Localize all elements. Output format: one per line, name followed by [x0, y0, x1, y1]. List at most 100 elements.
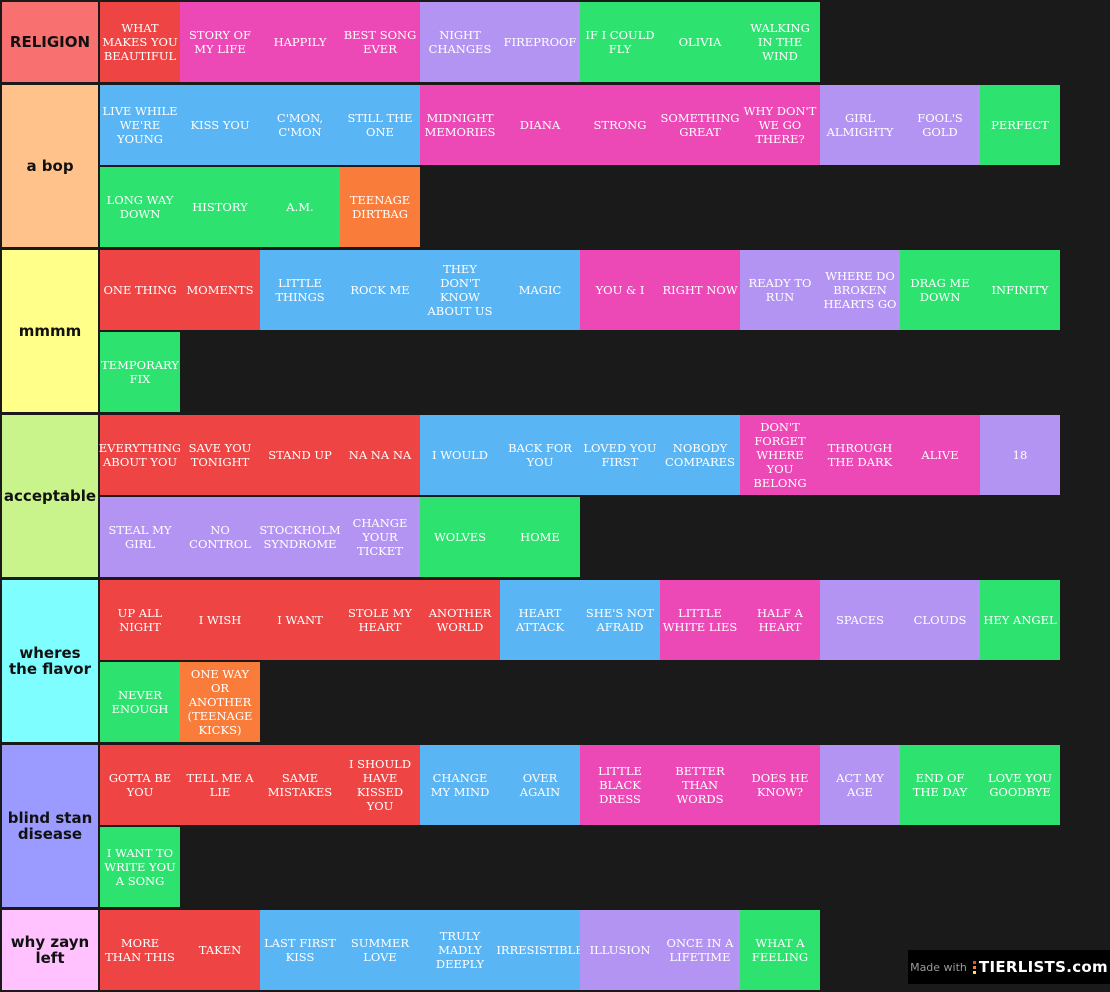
song-tile[interactable]: IRRESISTIBLE — [500, 910, 580, 990]
song-tile[interactable]: ONCE IN A LIFETIME — [660, 910, 740, 990]
song-tile[interactable]: HISTORY — [180, 167, 260, 247]
song-tile[interactable]: A.M. — [260, 167, 340, 247]
song-tile[interactable]: WHERE DO BROKEN HEARTS GO — [820, 250, 900, 330]
song-tile[interactable]: 18 — [980, 415, 1060, 495]
song-tile[interactable]: FIREPROOF — [500, 2, 580, 82]
song-tile[interactable]: NA NA NA — [340, 415, 420, 495]
song-tile[interactable]: I WISH — [180, 580, 260, 660]
song-tile[interactable]: CLOUDS — [900, 580, 980, 660]
tier-label[interactable]: RELIGION — [2, 2, 98, 82]
song-tile[interactable]: MOMENTS — [180, 250, 260, 330]
song-tile[interactable]: WHAT MAKES YOU BEAUTIFUL — [100, 2, 180, 82]
song-tile[interactable]: LITTLE BLACK DRESS — [580, 745, 660, 825]
song-tile[interactable]: I SHOULD HAVE KISSED YOU — [340, 745, 420, 825]
song-tile[interactable]: WALKING IN THE WIND — [740, 2, 820, 82]
song-tile[interactable]: BEST SONG EVER — [340, 2, 420, 82]
song-tile[interactable]: HEART ATTACK — [500, 580, 580, 660]
song-tile[interactable]: SAME MISTAKES — [260, 745, 340, 825]
song-tile[interactable]: CHANGE MY MIND — [420, 745, 500, 825]
song-tile[interactable]: ACT MY AGE — [820, 745, 900, 825]
song-tile[interactable]: NOBODY COMPARES — [660, 415, 740, 495]
song-tile[interactable]: TAKEN — [180, 910, 260, 990]
tier-label[interactable]: wheres the flavor — [2, 580, 98, 742]
song-tile[interactable]: LITTLE WHITE LIES — [660, 580, 740, 660]
song-tile[interactable]: CHANGE YOUR TICKET — [340, 497, 420, 577]
song-tile[interactable]: GOTTA BE YOU — [100, 745, 180, 825]
song-tile[interactable]: EVERYTHING ABOUT YOU — [100, 415, 180, 495]
song-tile[interactable]: SUMMER LOVE — [340, 910, 420, 990]
song-tile[interactable]: UP ALL NIGHT — [100, 580, 180, 660]
song-tile[interactable]: READY TO RUN — [740, 250, 820, 330]
song-tile[interactable]: TEMPORARY FIX — [100, 332, 180, 412]
song-tile[interactable]: KISS YOU — [180, 85, 260, 165]
song-tile[interactable]: OLIVIA — [660, 2, 740, 82]
song-tile[interactable]: GIRL ALMIGHTY — [820, 85, 900, 165]
song-tile[interactable]: DOES HE KNOW? — [740, 745, 820, 825]
tier-label[interactable]: why zayn left — [2, 910, 98, 990]
song-tile[interactable]: LONG WAY DOWN — [100, 167, 180, 247]
tier-label[interactable]: a bop — [2, 85, 98, 247]
song-tile[interactable]: TELL ME A LIE — [180, 745, 260, 825]
song-tile[interactable]: HEY ANGEL — [980, 580, 1060, 660]
song-tile[interactable]: END OF THE DAY — [900, 745, 980, 825]
song-tile[interactable]: SHE'S NOT AFRAID — [580, 580, 660, 660]
song-tile[interactable]: ALIVE — [900, 415, 980, 495]
song-tile[interactable]: ONE WAY OR ANOTHER (TEENAGE KICKS) — [180, 662, 260, 742]
song-tile[interactable]: MORE THAN THIS — [100, 910, 180, 990]
song-tile[interactable]: BETTER THAN WORDS — [660, 745, 740, 825]
song-tile[interactable]: TRULY MADLY DEEPLY — [420, 910, 500, 990]
song-tile[interactable]: BACK FOR YOU — [500, 415, 580, 495]
song-tile[interactable]: NO CONTROL — [180, 497, 260, 577]
song-tile[interactable]: NIGHT CHANGES — [420, 2, 500, 82]
song-tile[interactable]: STRONG — [580, 85, 660, 165]
song-tile[interactable]: STOCKHOLM SYNDROME — [260, 497, 340, 577]
tier-label[interactable]: mmmm — [2, 250, 98, 412]
song-tile[interactable]: STEAL MY GIRL — [100, 497, 180, 577]
song-tile[interactable]: OVER AGAIN — [500, 745, 580, 825]
song-tile[interactable]: FOOL'S GOLD — [900, 85, 980, 165]
song-tile[interactable]: STILL THE ONE — [340, 85, 420, 165]
song-tile[interactable]: SOMETHING GREAT — [660, 85, 740, 165]
song-tile[interactable]: INFINITY — [980, 250, 1060, 330]
song-tile[interactable]: I WANT TO WRITE YOU A SONG — [100, 827, 180, 907]
song-tile[interactable]: ILLUSION — [580, 910, 660, 990]
song-tile[interactable]: C'MON, C'MON — [260, 85, 340, 165]
song-tile[interactable]: LOVE YOU GOODBYE — [980, 745, 1060, 825]
song-tile[interactable]: ONE THING — [100, 250, 180, 330]
song-tile[interactable]: MAGIC — [500, 250, 580, 330]
song-tile[interactable]: NEVER ENOUGH — [100, 662, 180, 742]
song-tile[interactable]: LITTLE THINGS — [260, 250, 340, 330]
song-tile[interactable]: PERFECT — [980, 85, 1060, 165]
song-tile[interactable]: DRAG ME DOWN — [900, 250, 980, 330]
song-tile[interactable]: I WANT — [260, 580, 340, 660]
song-tile[interactable]: DIANA — [500, 85, 580, 165]
song-tile[interactable]: STORY OF MY LIFE — [180, 2, 260, 82]
song-tile[interactable]: RIGHT NOW — [660, 250, 740, 330]
song-tile[interactable]: I WOULD — [420, 415, 500, 495]
song-tile[interactable]: SPACES — [820, 580, 900, 660]
song-tile[interactable]: WOLVES — [420, 497, 500, 577]
song-tile[interactable]: STOLE MY HEART — [340, 580, 420, 660]
song-tile[interactable]: LOVED YOU FIRST — [580, 415, 660, 495]
song-tile[interactable]: ROCK ME — [340, 250, 420, 330]
tier-label[interactable]: acceptable — [2, 415, 98, 577]
song-tile[interactable]: TEENAGE DIRTBAG — [340, 167, 420, 247]
song-tile[interactable]: SAVE YOU TONIGHT — [180, 415, 260, 495]
song-tile[interactable]: HALF A HEART — [740, 580, 820, 660]
song-tile[interactable]: MIDNIGHT MEMORIES — [420, 85, 500, 165]
song-tile[interactable]: LAST FIRST KISS — [260, 910, 340, 990]
song-tile[interactable]: WHAT A FEELING — [740, 910, 820, 990]
tier-label[interactable]: blind stan disease — [2, 745, 98, 907]
song-tile[interactable]: ANOTHER WORLD — [420, 580, 500, 660]
song-tile[interactable]: YOU & I — [580, 250, 660, 330]
song-tile[interactable]: WHY DON'T WE GO THERE? — [740, 85, 820, 165]
song-tile[interactable]: LIVE WHILE WE'RE YOUNG — [100, 85, 180, 165]
song-tile[interactable]: HOME — [500, 497, 580, 577]
song-tile[interactable]: DON'T FORGET WHERE YOU BELONG — [740, 415, 820, 495]
song-tile[interactable]: HAPPILY — [260, 2, 340, 82]
song-tile[interactable]: THROUGH THE DARK — [820, 415, 900, 495]
song-tile[interactable]: IF I COULD FLY — [580, 2, 660, 82]
song-tile[interactable]: STAND UP — [260, 415, 340, 495]
song-tile[interactable]: THEY DON'T KNOW ABOUT US — [420, 250, 500, 330]
